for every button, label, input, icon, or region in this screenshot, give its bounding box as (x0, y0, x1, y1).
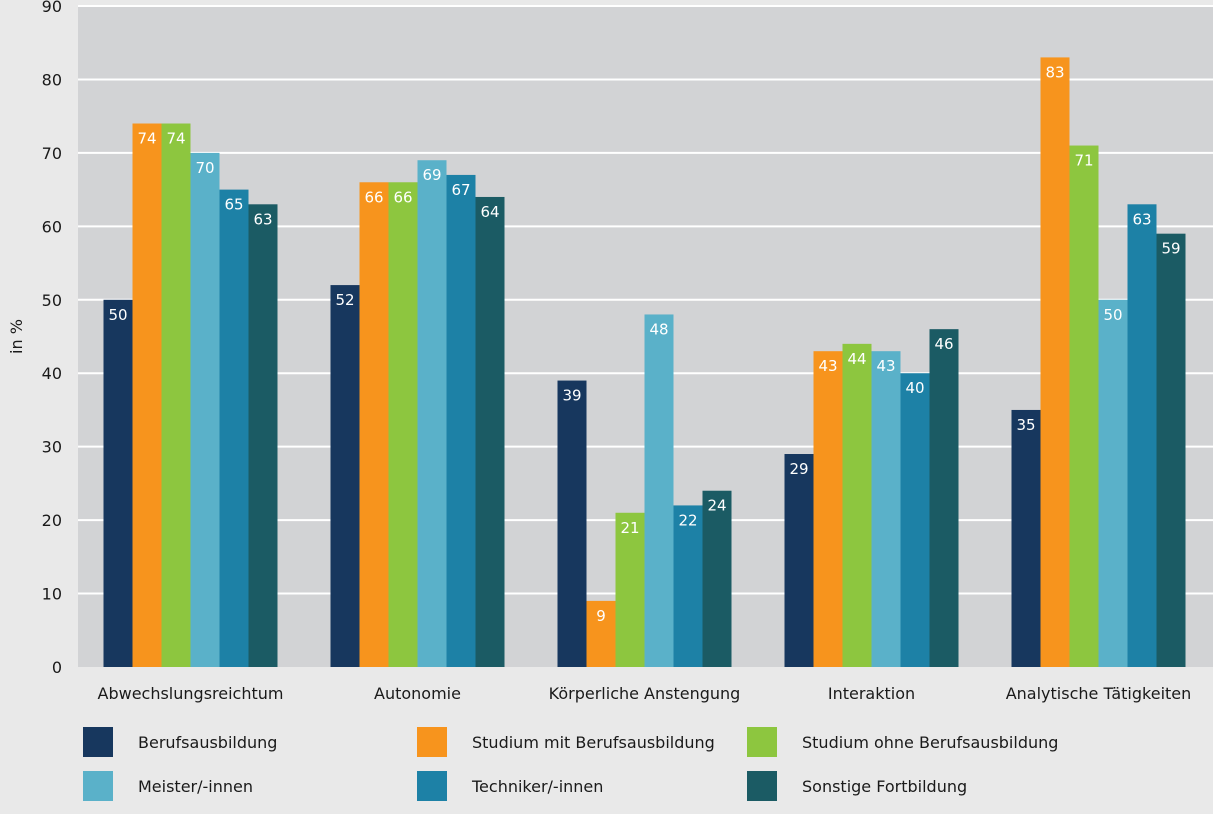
bar (475, 196, 505, 667)
x-category-label: Autonomie (374, 684, 461, 703)
bar (161, 123, 191, 667)
y-tick-label: 30 (42, 438, 62, 457)
y-tick-label: 60 (42, 217, 62, 236)
legend-swatch (417, 727, 447, 757)
legend-item: Studium mit Berufsausbildung (417, 727, 715, 757)
value-label: 74 (137, 130, 156, 148)
value-label: 43 (876, 357, 895, 375)
x-category-label: Analytische Tätigkeiten (1006, 684, 1192, 703)
value-label: 52 (335, 291, 354, 309)
value-label: 71 (1074, 152, 1093, 170)
y-tick-label: 90 (42, 0, 62, 16)
y-tick-label: 20 (42, 511, 62, 530)
bar (1156, 233, 1186, 667)
bar (248, 204, 278, 668)
bar (615, 512, 645, 667)
bar (417, 160, 447, 667)
value-label: 63 (1132, 210, 1151, 228)
bar (557, 380, 587, 667)
bar (359, 182, 389, 667)
value-label: 50 (1103, 306, 1122, 324)
value-labels: 50 74 74 70 65 63 52 66 66 69 67 64 39 9 21 48 22 24 29 43 4… (108, 63, 1180, 624)
value-label: 9 (596, 607, 606, 625)
legend-swatch (747, 771, 777, 801)
legend-item: Meister/-innen (83, 771, 253, 801)
legend-item: Techniker/-innen (417, 771, 603, 801)
bar (900, 373, 930, 667)
bar (1127, 204, 1157, 668)
legend-swatch (417, 771, 447, 801)
value-label: 66 (393, 188, 412, 206)
value-label: 24 (707, 497, 726, 515)
legend-swatch (747, 727, 777, 757)
legend-item: Sonstige Fortbildung (747, 771, 967, 801)
x-category-label: Körperliche Anstengung (549, 684, 741, 703)
bar (219, 189, 249, 667)
y-tick-label: 40 (42, 364, 62, 383)
bar (813, 351, 843, 667)
value-label: 67 (451, 181, 470, 199)
bar (132, 123, 162, 667)
bar (1011, 409, 1041, 667)
value-label: 21 (620, 519, 639, 537)
bar (673, 505, 703, 667)
value-label: 35 (1016, 416, 1035, 434)
y-tick-label: 0 (52, 658, 62, 677)
value-label: 65 (224, 196, 243, 214)
bar (388, 182, 418, 667)
value-label: 48 (649, 320, 668, 338)
legend-swatch (83, 771, 113, 801)
legend-label: Studium mit Berufsausbildung (472, 732, 715, 752)
value-label: 74 (166, 130, 185, 148)
bars (103, 57, 1186, 668)
bar (103, 299, 133, 667)
y-axis-ticks: 0 10 20 30 40 50 60 70 80 90 (42, 0, 62, 677)
bar (871, 351, 901, 667)
bar (1069, 145, 1099, 668)
bar (842, 343, 872, 667)
bar (586, 600, 616, 667)
value-label: 22 (678, 511, 697, 529)
bar (446, 174, 476, 667)
value-label: 70 (195, 159, 214, 177)
value-label: 66 (364, 188, 383, 206)
legend-label: Studium ohne Berufsausbildung (802, 732, 1059, 752)
legend-label: Meister/-innen (138, 776, 253, 796)
y-axis-label: in % (7, 319, 26, 354)
value-label: 39 (562, 387, 581, 405)
value-label: 59 (1161, 240, 1180, 258)
value-label: 44 (847, 350, 866, 368)
y-tick-label: 80 (42, 70, 62, 89)
y-tick-label: 50 (42, 291, 62, 310)
legend-item: Studium ohne Berufsausbildung (747, 727, 1058, 757)
value-label: 40 (905, 379, 924, 397)
bar (929, 329, 959, 667)
x-category-label: Abwechslungsreichtum (98, 684, 284, 703)
value-label: 64 (480, 203, 499, 221)
y-tick-label: 10 (42, 585, 62, 604)
value-label: 50 (108, 306, 127, 324)
value-label: 46 (934, 335, 953, 353)
bar (784, 454, 814, 667)
bar (1040, 57, 1070, 667)
value-label: 83 (1045, 63, 1064, 81)
value-label: 29 (789, 460, 808, 478)
bar (1098, 299, 1128, 667)
bar (644, 314, 674, 667)
bar (330, 285, 360, 667)
legend-label: Sonstige Fortbildung (802, 776, 968, 796)
legend-label: Techniker/-innen (472, 776, 604, 796)
x-axis-categories: Abwechslungsreichtum Autonomie Körperliche… (98, 684, 1192, 703)
value-label: 63 (253, 210, 272, 228)
legend-swatch (83, 727, 113, 757)
y-tick-label: 70 (42, 144, 62, 163)
bar (190, 152, 220, 667)
x-category-label: Interaktion (828, 684, 915, 703)
bar (702, 490, 732, 667)
legend-item: Berufsausbildung (83, 727, 277, 757)
value-label: 43 (818, 357, 837, 375)
legend-label: Berufsausbildung (138, 732, 278, 752)
value-label: 69 (422, 166, 441, 184)
